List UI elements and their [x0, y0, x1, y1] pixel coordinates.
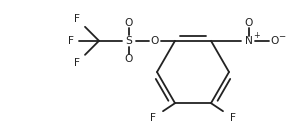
- Text: −: −: [278, 31, 286, 40]
- Text: F: F: [68, 36, 74, 46]
- Text: O: O: [151, 36, 159, 46]
- Text: O: O: [271, 36, 279, 46]
- Text: +: +: [253, 31, 259, 40]
- Text: O: O: [125, 18, 133, 28]
- Text: F: F: [74, 14, 80, 24]
- Text: F: F: [230, 113, 236, 123]
- Text: F: F: [74, 58, 80, 68]
- Text: F: F: [150, 113, 156, 123]
- Text: S: S: [126, 36, 132, 46]
- Text: O: O: [245, 18, 253, 28]
- Text: N: N: [245, 36, 253, 46]
- Text: O: O: [125, 54, 133, 64]
